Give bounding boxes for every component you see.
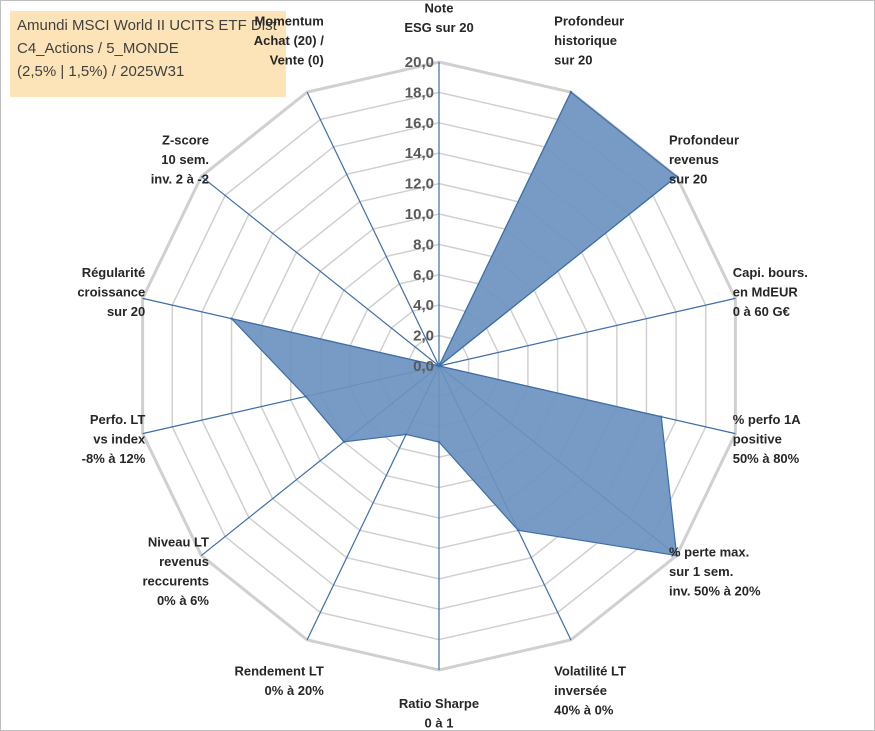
spoke-13 <box>306 91 440 367</box>
axis-label-9-line-1: revenus <box>159 554 209 569</box>
series-0-point-2 <box>675 175 678 178</box>
axis-label-8: Rendement LT 0% à 20% <box>234 663 324 698</box>
axis-label-11-line-0: Régularité <box>82 265 146 280</box>
axis-label-5-line-1: sur 1 sem. <box>669 564 733 579</box>
series-0-point-11 <box>230 317 233 320</box>
radar-axis-labels: Note ESG sur 20 Profondeur historique sur 20… <box>77 1 808 731</box>
axis-label-5: % perte max. sur 1 sem. inv. 50% à 20% <box>669 544 761 598</box>
axis-label-6-line-1: inversée <box>554 683 607 698</box>
axis-label-9: Niveau LT revenus reccurents 0% à 6% <box>143 535 210 609</box>
axis-label-6: Volatilité LT inversée 40% à 0% <box>554 663 626 717</box>
tick-label-9: 18,0 <box>405 84 434 101</box>
tick-label-5: 10,0 <box>405 206 434 223</box>
axis-label-4-line-2: 50% à 80% <box>733 451 800 466</box>
series-0-point-4 <box>660 415 663 418</box>
axis-label-8-line-1: 0% à 20% <box>265 683 325 698</box>
axis-label-7-line-0: Ratio Sharpe <box>399 696 479 711</box>
series-0-point-13 <box>437 364 441 368</box>
tick-label-10: 20,0 <box>405 54 434 71</box>
axis-label-11-line-2: sur 20 <box>107 304 145 319</box>
tick-label-4: 8,0 <box>413 236 434 253</box>
axis-label-10-line-0: Perfo. LT <box>90 412 145 427</box>
spoke-3 <box>438 297 736 367</box>
axis-label-12-line-0: Z-score <box>162 133 209 148</box>
axis-label-8-line-0: Rendement LT <box>234 663 323 678</box>
chart-title-line-1: Amundi MSCI World II UCITS ETF Dist <box>17 17 277 34</box>
axis-label-2-line-0: Profondeur <box>669 133 739 148</box>
axis-label-2-line-1: revenus <box>669 152 719 167</box>
axis-label-10: Perfo. LT vs index -8% à 12% <box>82 412 146 466</box>
chart-title: Amundi MSCI World II UCITS ETF Dist C4_A… <box>10 11 286 97</box>
tick-label-7: 14,0 <box>405 145 434 162</box>
series-0-point-9 <box>342 440 346 444</box>
axis-label-6-line-2: 40% à 0% <box>554 702 614 717</box>
axis-label-4-line-1: positive <box>733 431 782 446</box>
series-0-point-6 <box>516 529 520 532</box>
axis-label-3-line-2: 0 à 60 G€ <box>733 304 790 319</box>
tick-label-1: 2,0 <box>413 328 434 345</box>
tick-label-0: 0,0 <box>413 358 434 375</box>
radar-tick-labels: 0,0 2,0 4,0 6,0 8,0 10,0 12,0 14,0 16,0 18,0 20,0 <box>405 54 434 375</box>
axis-label-13-line-2: Vente (0) <box>270 53 324 68</box>
axis-label-6-line-0: Volatilité LT <box>554 663 626 678</box>
axis-label-1-line-2: sur 20 <box>554 53 592 68</box>
spoke-12 <box>200 175 440 367</box>
tick-label-2: 4,0 <box>413 297 434 314</box>
axis-label-13: Momentum Achat (20) / Vente (0) <box>254 14 324 68</box>
axis-label-0-line-0: Note <box>425 1 454 16</box>
series-0-point-1 <box>569 90 573 94</box>
axis-label-1: Profondeur historique sur 20 <box>554 14 624 68</box>
axis-label-9-line-3: 0% à 6% <box>157 593 209 608</box>
tick-label-6: 12,0 <box>405 176 434 193</box>
axis-label-1-line-0: Profondeur <box>554 14 624 29</box>
series-0-point-7 <box>437 440 441 444</box>
axis-label-13-line-1: Achat (20) / <box>254 33 324 48</box>
axis-label-7: Ratio Sharpe 0 à 1 <box>399 696 479 731</box>
axis-label-3: Capi. bours. en MdEUR 0 à 60 G€ <box>733 265 808 319</box>
axis-label-12-line-1: 10 sem. <box>161 152 209 167</box>
radar-series <box>229 90 678 557</box>
axis-label-4: % perfo 1A positive 50% à 80% <box>733 412 802 466</box>
chart-title-line-3: (2,5% | 1,5%) / 2025W31 <box>17 63 185 80</box>
axis-label-2: Profondeur revenus sur 20 <box>669 133 739 187</box>
series-0-area <box>229 91 678 557</box>
series-0-point-5 <box>675 554 678 557</box>
tick-label-3: 6,0 <box>413 267 434 284</box>
axis-label-11-line-1: croissance <box>77 285 145 300</box>
axis-label-10-line-2: -8% à 12% <box>82 451 146 466</box>
tick-label-8: 16,0 <box>405 115 434 132</box>
axis-label-5-line-2: inv. 50% à 20% <box>669 583 761 598</box>
axis-label-2-line-2: sur 20 <box>669 172 707 187</box>
axis-label-11: Régularité croissance sur 20 <box>77 265 145 319</box>
axis-label-7-line-1: 0 à 1 <box>425 716 454 731</box>
axis-label-10-line-1: vs index <box>93 431 146 446</box>
axis-label-5-line-0: % perte max. <box>669 544 749 559</box>
chart-title-line-2: C4_Actions / 5_MONDE <box>17 40 179 57</box>
axis-label-1-line-1: historique <box>554 33 617 48</box>
axis-label-3-line-0: Capi. bours. <box>733 265 808 280</box>
axis-label-3-line-1: en MdEUR <box>733 285 799 300</box>
axis-label-0-line-1: ESG sur 20 <box>404 20 473 35</box>
axis-label-12-line-2: inv. 2 à -2 <box>151 172 209 187</box>
axis-label-0: Note ESG sur 20 <box>404 1 473 36</box>
axis-label-4-line-0: % perfo 1A <box>733 412 802 427</box>
axis-label-13-line-0: Momentum <box>254 14 323 29</box>
axis-label-9-line-0: Niveau LT <box>148 535 209 550</box>
series-0-point-8 <box>404 433 408 436</box>
axis-label-9-line-2: reccurents <box>143 574 209 589</box>
series-0-point-10 <box>304 395 307 398</box>
axis-label-12: Z-score 10 sem. inv. 2 à -2 <box>151 133 209 187</box>
